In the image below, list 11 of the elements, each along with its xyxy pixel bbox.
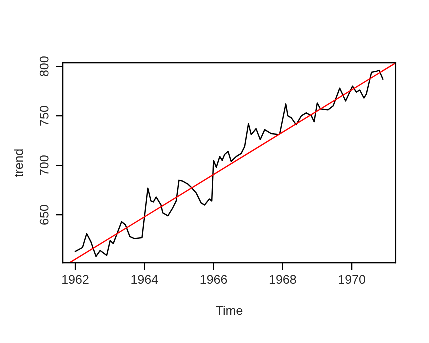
y-axis-title: trend [14, 150, 24, 178]
x-tick-label: 1970 [339, 275, 366, 284]
x-tick-label: 1968 [270, 275, 296, 284]
y-tick-label: 800 [40, 56, 49, 76]
y-tick-label: 650 [40, 205, 49, 225]
y-tick-label: 750 [40, 106, 49, 126]
x-tick-label: 1964 [132, 275, 158, 284]
x-tick-label: 1962 [62, 275, 89, 284]
x-axis-title: Time [216, 306, 243, 316]
x-tick-label: 1966 [200, 275, 228, 284]
y-tick-label: 700 [40, 156, 49, 176]
